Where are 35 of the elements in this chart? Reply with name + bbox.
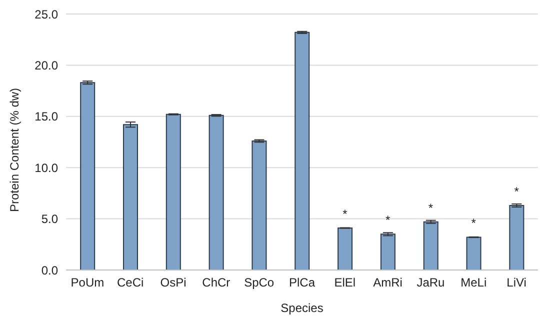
- x-tick-label: MeLi: [460, 276, 487, 290]
- bar: [80, 82, 96, 270]
- bar: [380, 234, 396, 270]
- x-tick-label: ElEl: [334, 276, 356, 290]
- y-tick-label: 25.0: [34, 7, 58, 22]
- x-tick-label: ChCr: [202, 276, 230, 290]
- x-tick-label: AmRi: [373, 276, 402, 290]
- bar: [466, 236, 482, 270]
- bar: [252, 140, 267, 270]
- x-tick-label: OsPi: [160, 276, 186, 290]
- annotation: *: [428, 200, 434, 215]
- y-tick-label: 20.0: [34, 58, 58, 72]
- bar: [208, 114, 224, 270]
- annotation: *: [514, 184, 520, 198]
- x-tick-label: PlCa: [288, 276, 316, 290]
- y-tick-label: 10.0: [34, 160, 58, 175]
- y-tick-label: 0.0: [41, 263, 58, 278]
- annotation: *: [471, 216, 476, 230]
- bar: [423, 221, 438, 270]
- bar: [509, 204, 524, 270]
- x-axis-title: Species: [280, 301, 324, 315]
- y-axis-title: Protein Content (% dw): [7, 88, 22, 212]
- x-tick-label: LiVi: [506, 276, 526, 290]
- bar: [123, 124, 138, 270]
- y-tick-label: 5.0: [41, 212, 58, 226]
- x-tick-label: SpCo: [244, 276, 274, 290]
- annotation: *: [342, 207, 348, 222]
- x-tick-label: CeCi: [117, 276, 144, 290]
- x-tick-label: PoUm: [70, 276, 104, 290]
- y-tick-label: 15.0: [34, 110, 58, 124]
- bar: [338, 228, 353, 270]
- x-tick-label: JaRu: [416, 276, 445, 290]
- bar: [294, 32, 310, 270]
- annotation: *: [385, 213, 390, 228]
- bar: [166, 114, 181, 270]
